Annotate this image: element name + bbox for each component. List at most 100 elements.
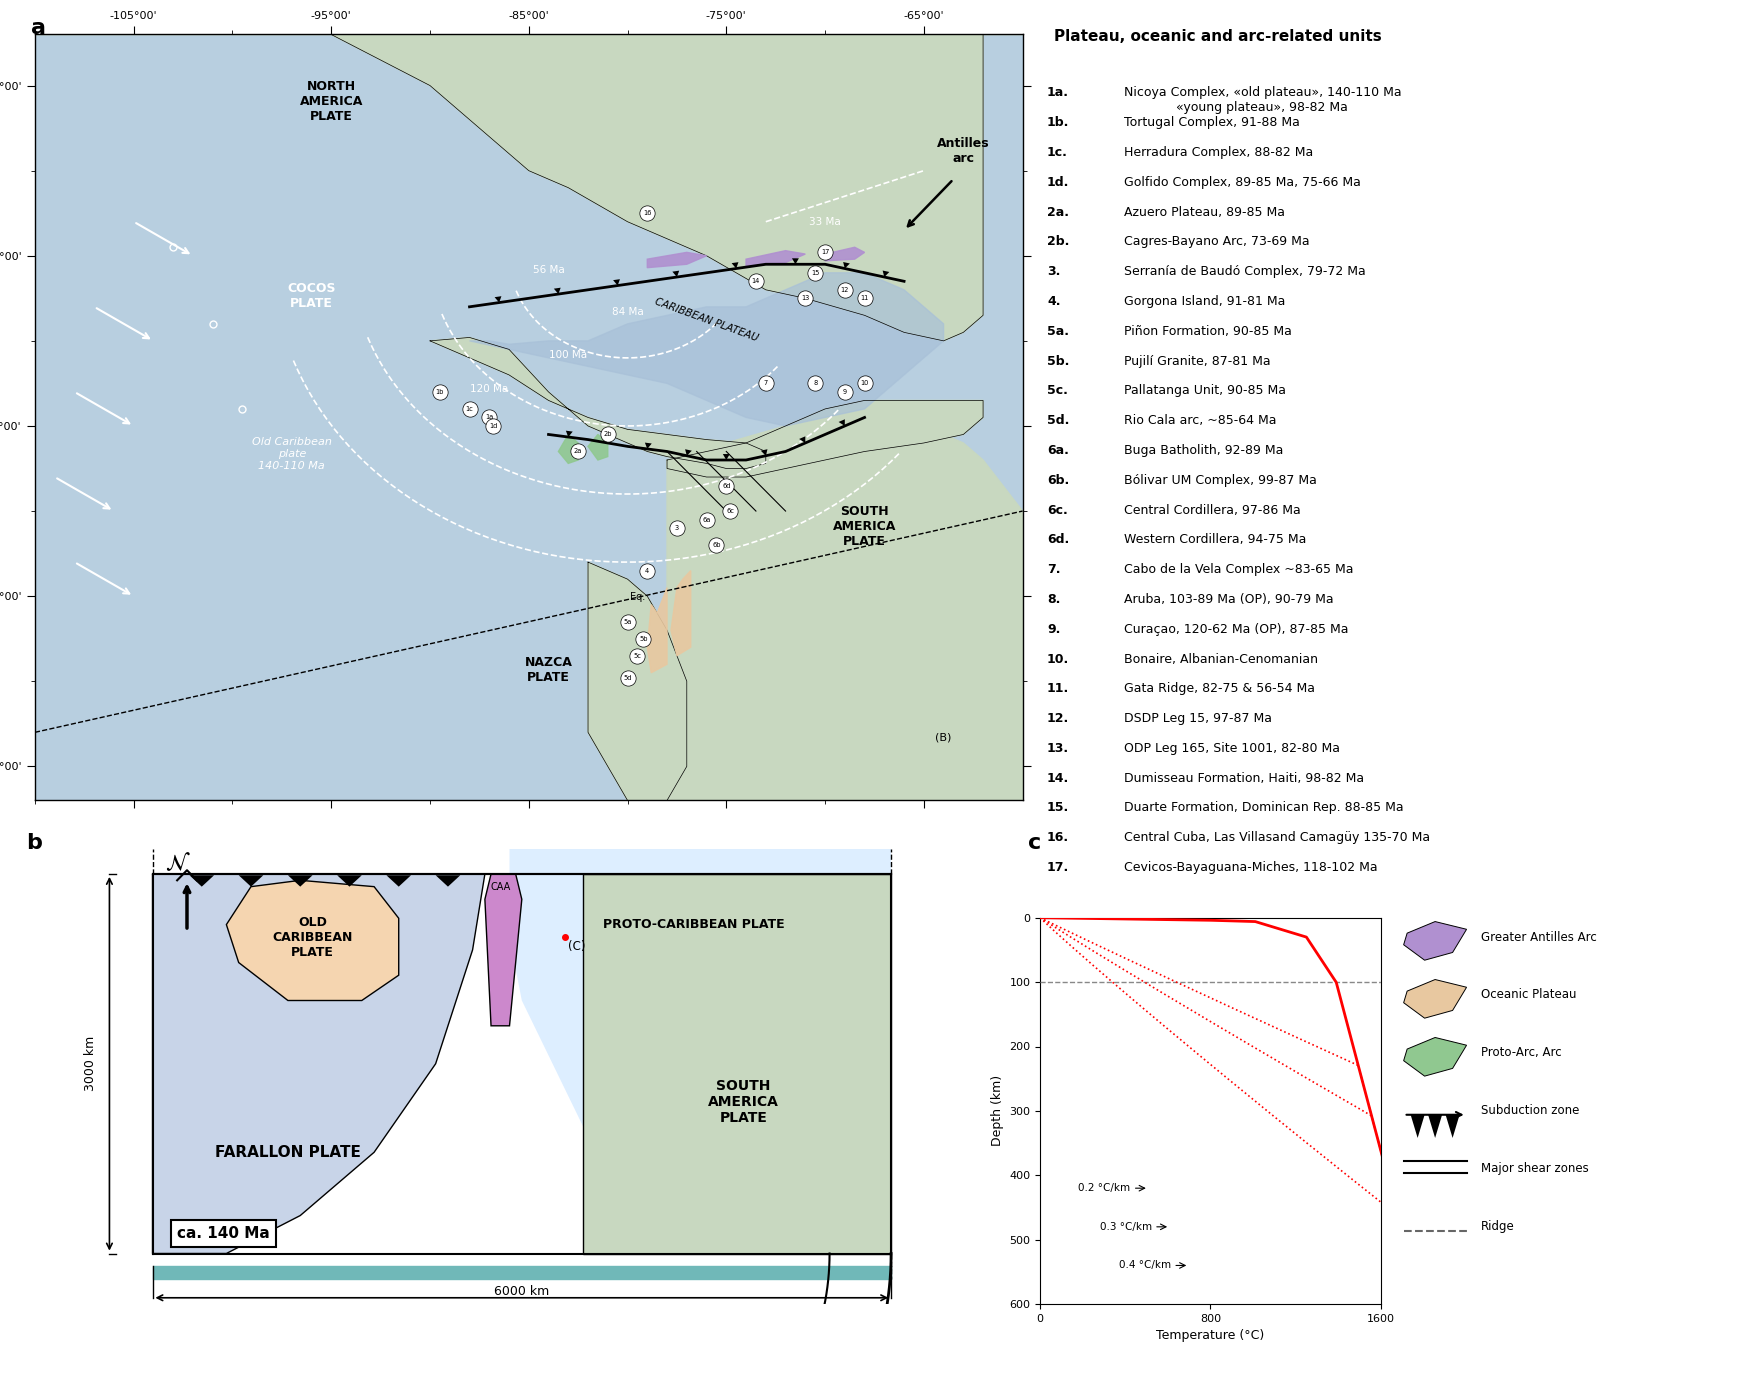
Text: 2a: 2a	[573, 448, 582, 454]
Polygon shape	[587, 435, 608, 460]
Text: 5a.: 5a.	[1047, 324, 1070, 338]
Text: 5c: 5c	[633, 653, 642, 658]
Text: SOUTH
AMERICA
PLATE: SOUTH AMERICA PLATE	[708, 1079, 780, 1125]
Polygon shape	[1446, 1115, 1460, 1138]
Text: (B): (B)	[935, 733, 951, 742]
Text: 9.: 9.	[1047, 622, 1061, 636]
Text: FARALLON PLATE: FARALLON PLATE	[215, 1145, 360, 1159]
Text: Cagres-Bayano Arc, 73-69 Ma: Cagres-Bayano Arc, 73-69 Ma	[1124, 236, 1309, 248]
Text: 16.: 16.	[1047, 831, 1070, 845]
Polygon shape	[1428, 1115, 1442, 1138]
Text: Herradura Complex, 88-82 Ma: Herradura Complex, 88-82 Ma	[1124, 146, 1313, 159]
Text: Antilles
arc: Antilles arc	[937, 137, 989, 166]
Text: 3.: 3.	[1047, 265, 1061, 279]
Text: Gorgona Island, 91-81 Ma: Gorgona Island, 91-81 Ma	[1124, 295, 1285, 308]
Text: Old Caribbean
plate
140-110 Ma: Old Caribbean plate 140-110 Ma	[252, 437, 332, 471]
Polygon shape	[645, 443, 652, 448]
Text: SOUTH
AMERICA
PLATE: SOUTH AMERICA PLATE	[832, 505, 897, 548]
Polygon shape	[435, 875, 460, 886]
Text: 10.: 10.	[1047, 653, 1070, 665]
Text: $\mathcal{N}$: $\mathcal{N}$	[164, 851, 191, 874]
Polygon shape	[189, 875, 213, 886]
Polygon shape	[647, 253, 706, 268]
Text: Gata Ridge, 82-75 & 56-54 Ma: Gata Ridge, 82-75 & 56-54 Ma	[1124, 682, 1314, 696]
Text: Major shear zones: Major shear zones	[1481, 1162, 1589, 1176]
Polygon shape	[825, 247, 865, 261]
Text: 12: 12	[841, 287, 850, 293]
Text: 5c.: 5c.	[1047, 385, 1068, 397]
Text: 2a.: 2a.	[1047, 206, 1070, 218]
Text: 11.: 11.	[1047, 682, 1070, 696]
Text: Golfido Complex, 89-85 Ma, 75-66 Ma: Golfido Complex, 89-85 Ma, 75-66 Ma	[1124, 175, 1362, 189]
Polygon shape	[288, 875, 313, 886]
Text: 0.2 °C/km: 0.2 °C/km	[1079, 1183, 1131, 1194]
Text: Proto-Arc, Arc: Proto-Arc, Arc	[1481, 1046, 1561, 1060]
Text: 5a: 5a	[624, 618, 631, 625]
Polygon shape	[671, 570, 690, 656]
Text: 12.: 12.	[1047, 712, 1070, 724]
Text: 5b: 5b	[640, 636, 647, 642]
Text: 2b.: 2b.	[1047, 236, 1070, 248]
Text: OLD
CARIBBEAN
PLATE: OLD CARIBBEAN PLATE	[273, 916, 353, 959]
Text: Serranía de Baudó Complex, 79-72 Ma: Serranía de Baudó Complex, 79-72 Ma	[1124, 265, 1365, 279]
Text: PROTO-CARIBBEAN PLATE: PROTO-CARIBBEAN PLATE	[603, 918, 785, 932]
Text: 6b: 6b	[711, 542, 720, 548]
Polygon shape	[746, 251, 806, 266]
Text: ca. 140 Ma: ca. 140 Ma	[177, 1225, 269, 1241]
Text: 17.: 17.	[1047, 861, 1070, 874]
Polygon shape	[386, 875, 411, 886]
Polygon shape	[509, 849, 891, 1253]
Text: 4.: 4.	[1047, 295, 1061, 308]
Text: 9: 9	[843, 389, 846, 395]
Polygon shape	[673, 270, 680, 277]
Text: Cabo de la Vela Complex ~83-65 Ma: Cabo de la Vela Complex ~83-65 Ma	[1124, 563, 1353, 575]
Polygon shape	[587, 562, 687, 800]
Text: 84 Ma: 84 Ma	[612, 308, 643, 317]
Text: 6c.: 6c.	[1047, 504, 1068, 516]
Text: Oceanic Plateau: Oceanic Plateau	[1481, 988, 1577, 1002]
Text: Pujilí Granite, 87-81 Ma: Pujilí Granite, 87-81 Ma	[1124, 355, 1271, 367]
Text: 56 Ma: 56 Ma	[533, 265, 565, 275]
Polygon shape	[430, 338, 766, 468]
Text: 1a: 1a	[486, 414, 493, 421]
Text: 33 Ma: 33 Ma	[809, 217, 841, 228]
Text: 16: 16	[643, 210, 652, 217]
Text: DSDP Leg 15, 97-87 Ma: DSDP Leg 15, 97-87 Ma	[1124, 712, 1273, 724]
Text: 3: 3	[675, 524, 678, 531]
Polygon shape	[584, 874, 891, 1253]
Polygon shape	[1404, 980, 1467, 1018]
Polygon shape	[668, 408, 1023, 800]
Text: 14.: 14.	[1047, 771, 1070, 785]
Text: NORTH
AMERICA
PLATE: NORTH AMERICA PLATE	[299, 80, 364, 123]
Polygon shape	[843, 262, 850, 269]
Text: 1d.: 1d.	[1047, 175, 1070, 189]
Text: CAA: CAA	[491, 882, 510, 891]
Text: NAZCA
PLATE: NAZCA PLATE	[524, 657, 572, 684]
Text: Ridge: Ridge	[1481, 1220, 1514, 1234]
Text: Nicoya Complex, «old plateau», 140-110 Ma
             «young plateau», 98-82 Ma: Nicoya Complex, «old plateau», 140-110 M…	[1124, 87, 1402, 115]
Polygon shape	[484, 874, 523, 1025]
Text: 5d: 5d	[624, 675, 631, 680]
Text: (C): (C)	[568, 940, 586, 954]
Text: 15: 15	[811, 269, 820, 276]
Text: ODP Leg 165, Site 1001, 82-80 Ma: ODP Leg 165, Site 1001, 82-80 Ma	[1124, 742, 1341, 755]
Text: 15.: 15.	[1047, 802, 1070, 814]
Polygon shape	[152, 874, 484, 1253]
Text: Tortugal Complex, 91-88 Ma: Tortugal Complex, 91-88 Ma	[1124, 116, 1301, 130]
Text: 1a.: 1a.	[1047, 87, 1070, 99]
Polygon shape	[607, 436, 612, 443]
Text: 3000 km: 3000 km	[84, 1036, 98, 1092]
Text: Central Cuba, Las Villasand Camagüy 135-70 Ma: Central Cuba, Las Villasand Camagüy 135-…	[1124, 831, 1430, 845]
Polygon shape	[566, 431, 573, 437]
Text: a: a	[31, 18, 47, 39]
Text: Cevicos-Bayaguana-Miches, 118-102 Ma: Cevicos-Bayaguana-Miches, 118-102 Ma	[1124, 861, 1377, 874]
Text: 4: 4	[645, 567, 650, 574]
Text: COCOS
PLATE: COCOS PLATE	[287, 282, 336, 310]
Text: 1c: 1c	[465, 406, 474, 413]
Polygon shape	[227, 880, 399, 1000]
Text: 7: 7	[764, 381, 767, 386]
Text: Curaçao, 120-62 Ma (OP), 87-85 Ma: Curaçao, 120-62 Ma (OP), 87-85 Ma	[1124, 622, 1348, 636]
Text: Greater Antilles Arc: Greater Antilles Arc	[1481, 930, 1596, 944]
Text: Central Cordillera, 97-86 Ma: Central Cordillera, 97-86 Ma	[1124, 504, 1301, 516]
Text: Azuero Plateau, 89-85 Ma: Azuero Plateau, 89-85 Ma	[1124, 206, 1285, 218]
